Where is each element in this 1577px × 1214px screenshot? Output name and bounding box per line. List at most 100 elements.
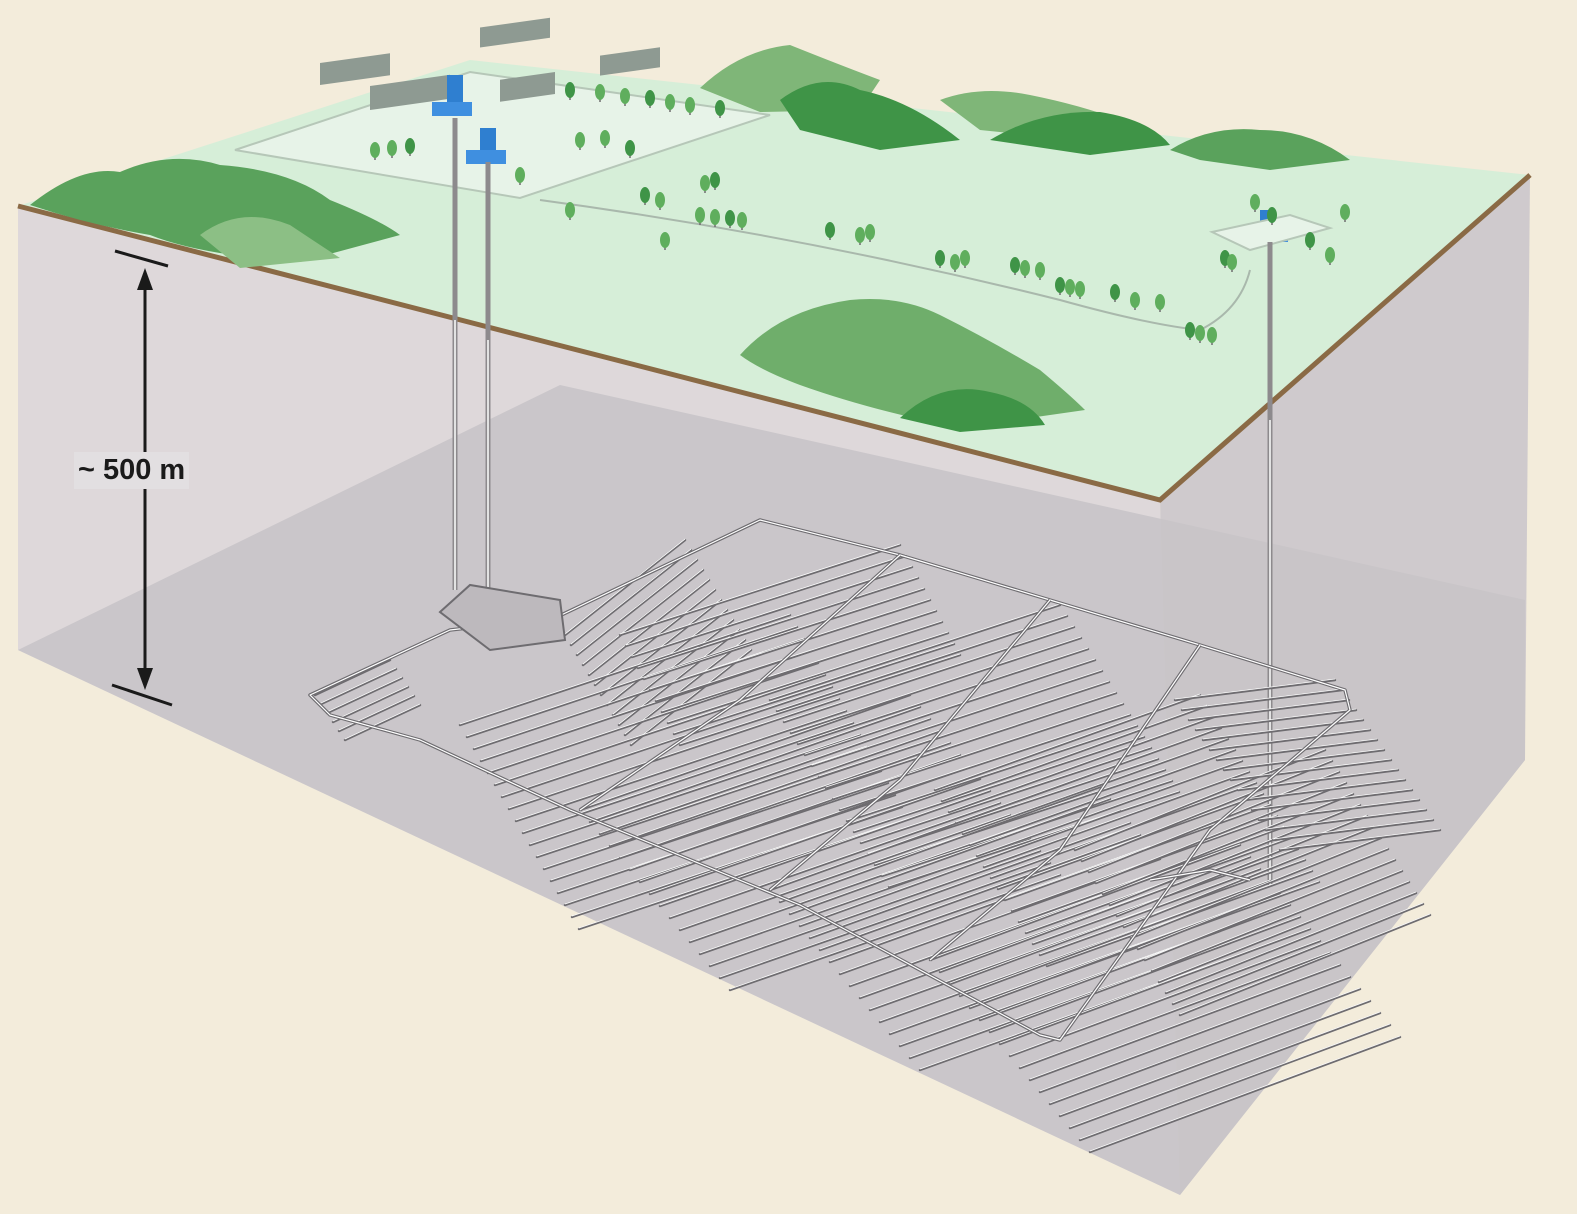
deposition-tunnel xyxy=(672,642,956,736)
deposition-tunnel xyxy=(587,578,711,677)
tree-icon xyxy=(865,224,875,242)
deposition-tunnel xyxy=(575,558,699,657)
deposition-tunnel xyxy=(768,603,1062,702)
deposition-tunnel xyxy=(1143,858,1397,962)
deposition-tunnel xyxy=(778,785,1102,904)
deposition-tunnel xyxy=(678,813,1012,932)
tree-icon xyxy=(710,172,720,190)
trees xyxy=(370,82,1350,345)
tree-icon xyxy=(950,254,960,272)
depth-tick-bottom xyxy=(111,683,173,707)
deposition-tunnel xyxy=(1136,847,1390,951)
deposition-tunnel xyxy=(343,703,422,742)
deposition-tunnel xyxy=(507,697,841,811)
deposition-tunnel xyxy=(1038,975,1352,1094)
deposition-tunnel xyxy=(1101,792,1355,896)
deposition-tunnel xyxy=(313,658,392,697)
deposition-tunnel xyxy=(1018,951,1332,1070)
tree-icon xyxy=(695,207,705,225)
deposition-tunnel xyxy=(1222,748,1386,772)
deposition-tunnel xyxy=(1048,987,1362,1106)
deposition-tunnel xyxy=(1173,678,1337,702)
arrow-down-icon xyxy=(137,668,153,690)
hill-top-right-4 xyxy=(990,111,1170,155)
deposition-tunnel xyxy=(563,538,687,637)
tree-icon xyxy=(565,82,575,100)
deposition-tunnel xyxy=(1088,1035,1402,1154)
deposition-tunnel xyxy=(549,769,883,883)
tree-icon xyxy=(710,209,720,227)
deposition-tunnel xyxy=(660,620,944,714)
deposition-tunnel xyxy=(337,694,416,733)
deposition-tunnel xyxy=(789,636,1083,735)
deposition-tunnel xyxy=(947,715,1216,814)
central-area xyxy=(438,583,567,652)
deposition-tunnel xyxy=(1058,999,1372,1118)
deposition-tunnel xyxy=(1171,902,1425,1006)
deposition-tunnel xyxy=(796,647,1090,746)
deposition-tunnel xyxy=(465,625,799,739)
deposition-tunnel xyxy=(975,759,1244,858)
depth-tick-top xyxy=(114,249,169,268)
deposition-tunnel xyxy=(623,638,747,737)
tree-icon xyxy=(1035,262,1045,280)
repository-tunnel-layout xyxy=(308,518,1442,1154)
deposition-tunnel xyxy=(618,543,902,637)
deposition-tunnel xyxy=(569,548,693,647)
facility-building-3 xyxy=(500,71,555,102)
deposition-tunnel xyxy=(648,598,932,692)
deposition-tunnel xyxy=(982,770,1251,869)
main-access-tunnels xyxy=(308,518,1352,1042)
deposition-tunnel xyxy=(788,797,1112,916)
deposition-tunnel xyxy=(658,789,992,908)
tree-icon xyxy=(1075,281,1085,299)
tree-icon xyxy=(515,167,525,185)
deposition-tunnel xyxy=(678,653,962,747)
deposition-tunnel xyxy=(493,673,827,787)
deposition-tunnel xyxy=(940,704,1209,803)
tree-icon xyxy=(1155,294,1165,312)
tree-icon xyxy=(700,175,710,193)
deposition-tunnel xyxy=(968,748,1237,847)
deposition-tunnel xyxy=(528,733,862,847)
deposition-tunnel xyxy=(728,873,1062,992)
deposition-tunnel xyxy=(1236,768,1400,792)
tree-icon xyxy=(685,97,695,115)
tree-icon xyxy=(620,88,630,106)
deposition-tunnel xyxy=(887,790,1181,889)
deposition-tunnel xyxy=(852,735,1146,834)
deposition-tunnel xyxy=(817,680,1111,779)
deposition-tunnel xyxy=(831,702,1125,801)
tunnel-panel xyxy=(768,603,1181,889)
deposition-tunnel xyxy=(319,667,398,706)
tree-icon xyxy=(725,210,735,228)
deposition-tunnel xyxy=(1150,869,1404,973)
deposition-tunnel xyxy=(845,724,1139,823)
tree-icon xyxy=(370,142,380,160)
deposition-tunnel xyxy=(1094,781,1348,885)
deposition-tunnel xyxy=(824,691,1118,790)
tree-icon xyxy=(387,140,397,158)
deposition-tunnel xyxy=(1208,728,1372,752)
facility-building-5 xyxy=(480,17,550,48)
deposition-tunnel xyxy=(718,861,1052,980)
surface-edge-front xyxy=(17,173,1532,503)
deposition-tunnel xyxy=(636,576,920,670)
tree-icon xyxy=(625,140,635,158)
deposition-tunnel xyxy=(958,879,1272,998)
deposition-tunnel xyxy=(1194,708,1358,732)
deposition-tunnel xyxy=(588,705,922,824)
tree-icon xyxy=(1207,327,1217,345)
deposition-tunnel xyxy=(1164,891,1418,995)
deposition-tunnel xyxy=(938,855,1252,974)
deposition-tunnel xyxy=(1257,798,1421,822)
deposition-tunnel xyxy=(1157,880,1411,984)
tree-icon xyxy=(565,202,575,220)
tree-icon xyxy=(1325,247,1335,265)
shaft-tower-icon xyxy=(432,75,506,164)
tree-icon xyxy=(1010,257,1020,275)
deposition-tunnel xyxy=(618,741,952,860)
arrow-up-icon xyxy=(137,268,153,290)
deposition-tunnel xyxy=(668,801,1002,920)
access-road xyxy=(539,199,1251,332)
